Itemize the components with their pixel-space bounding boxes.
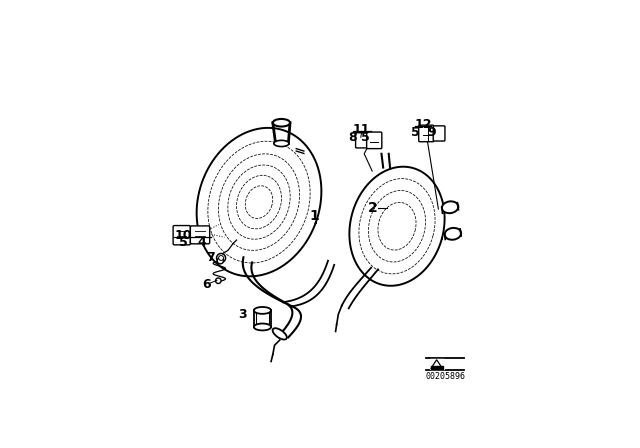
FancyBboxPatch shape <box>367 132 382 149</box>
Circle shape <box>219 255 223 260</box>
Ellipse shape <box>254 323 271 331</box>
Ellipse shape <box>273 328 287 340</box>
Ellipse shape <box>442 201 458 213</box>
Text: 10: 10 <box>175 229 193 242</box>
Circle shape <box>216 254 225 263</box>
Ellipse shape <box>445 228 461 240</box>
FancyBboxPatch shape <box>433 126 445 141</box>
Text: 3: 3 <box>238 308 247 321</box>
Text: 2: 2 <box>368 201 378 215</box>
Text: 11: 11 <box>353 123 371 136</box>
Text: 5: 5 <box>410 125 419 138</box>
Circle shape <box>217 258 223 264</box>
FancyBboxPatch shape <box>419 125 434 142</box>
Ellipse shape <box>273 119 290 126</box>
FancyBboxPatch shape <box>190 226 210 244</box>
FancyBboxPatch shape <box>173 225 190 245</box>
Text: 1: 1 <box>309 209 319 223</box>
Text: 7: 7 <box>205 251 214 264</box>
Text: 8: 8 <box>349 131 357 144</box>
Text: 00205896: 00205896 <box>426 372 465 382</box>
Text: 12: 12 <box>414 118 431 131</box>
Text: 5: 5 <box>361 131 370 144</box>
Bar <box>430 359 444 370</box>
Text: 9: 9 <box>427 125 436 138</box>
Ellipse shape <box>254 307 271 314</box>
Text: 6: 6 <box>202 278 211 291</box>
Circle shape <box>216 278 221 284</box>
Ellipse shape <box>274 140 289 146</box>
Text: 4: 4 <box>198 236 207 249</box>
FancyBboxPatch shape <box>356 133 367 148</box>
Text: 5: 5 <box>179 236 188 249</box>
